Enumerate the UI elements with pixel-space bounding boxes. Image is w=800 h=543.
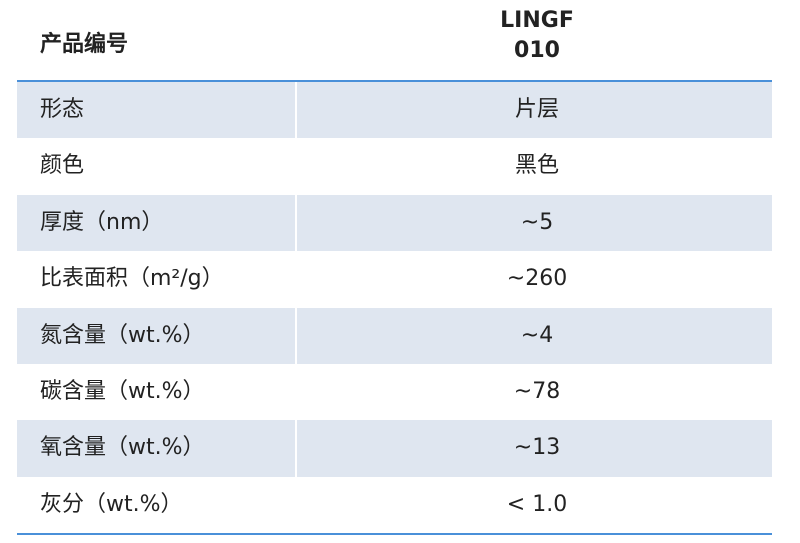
- header-product-line: 010: [514, 38, 560, 63]
- value-cell: 黑色: [514, 153, 559, 179]
- property-cell: 颜色: [40, 153, 85, 179]
- header-product-line: LINGF: [500, 8, 574, 33]
- value-cell: 片层: [514, 97, 559, 122]
- property-cell: 碳含量（wt.%）: [40, 378, 205, 404]
- property-cell: 氮含量（wt.%）: [40, 322, 205, 348]
- header-row: 产品编号 LINGF 010: [17, 0, 772, 82]
- table-body: 形态 片层颜色 黑色厚度（nm） ~5 比表面积（m²/g） ~260 氮含量（wt.%） ~…: [17, 82, 772, 533]
- bottom-rule: [17, 533, 772, 535]
- value-cell: ~13: [513, 435, 561, 461]
- property-cell: 形态: [40, 97, 85, 122]
- header-product: LINGF 010: [447, 6, 627, 66]
- value-cell: ~5: [520, 209, 554, 235]
- table-row: 灰分（wt.%） < 1.0: [17, 477, 772, 533]
- property-cell: 厚度（nm）: [40, 209, 164, 235]
- table-row: 厚度（nm） ~5: [17, 194, 772, 252]
- value-cell: ~78: [513, 378, 561, 404]
- table-row: 颜色 黑色: [17, 138, 772, 194]
- value-cell: ~260: [506, 266, 568, 292]
- property-cell: 氧含量（wt.%）: [40, 435, 205, 461]
- table-row: 形态 片层: [17, 82, 772, 139]
- value-cell: ~4: [520, 322, 554, 348]
- property-cell: 比表面积（m²/g）: [40, 266, 224, 292]
- table-row: 比表面积（m²/g） ~260: [17, 251, 772, 307]
- property-cell: 灰分（wt.%）: [40, 491, 183, 517]
- header-label: 产品编号: [40, 32, 129, 57]
- table-row: 氮含量（wt.%） ~4: [17, 307, 772, 365]
- table-row: 碳含量（wt.%） ~78: [17, 364, 772, 420]
- table-row: 氧含量（wt.%） ~13: [17, 420, 772, 478]
- value-cell: < 1.0: [506, 491, 568, 517]
